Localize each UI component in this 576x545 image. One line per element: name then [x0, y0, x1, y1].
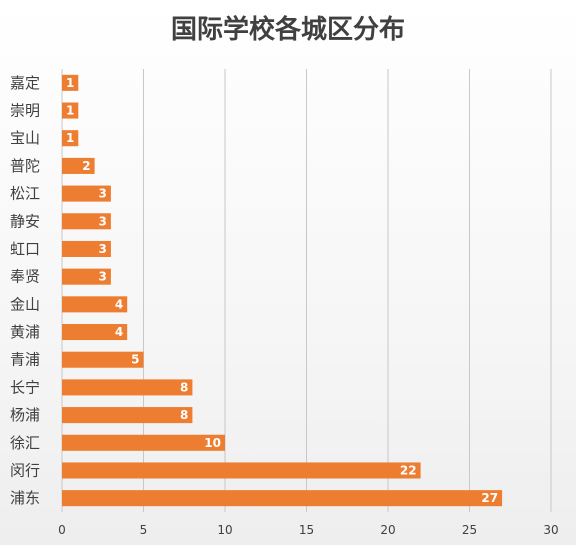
category-label: 杨浦 [10, 406, 40, 424]
category-label: 徐汇 [10, 434, 40, 452]
category-label: 松江 [10, 185, 40, 203]
bar [62, 324, 128, 341]
bar [62, 185, 111, 202]
x-tick-label: 25 [462, 523, 477, 537]
x-tick-label: 30 [543, 523, 558, 537]
data-label: 4 [115, 297, 123, 311]
data-label: 8 [180, 408, 188, 422]
data-label: 3 [99, 214, 107, 228]
bar [62, 379, 193, 396]
x-tick-label: 15 [299, 523, 314, 537]
bar [62, 351, 144, 368]
data-label: 1 [66, 104, 74, 118]
bar [62, 268, 111, 285]
bar [62, 240, 111, 257]
grid-lines [61, 69, 552, 512]
x-tick-label: 0 [58, 523, 66, 537]
bar [62, 407, 193, 424]
x-tick-label: 20 [380, 523, 395, 537]
data-label: 3 [99, 242, 107, 256]
data-label: 3 [99, 270, 107, 284]
x-tick-label: 10 [217, 523, 232, 537]
bar [62, 157, 95, 174]
category-label: 普陀 [10, 157, 40, 175]
bar [62, 434, 225, 451]
data-label: 1 [66, 131, 74, 145]
x-axis-ticks: 0 5 10 15 20 25 30 [58, 523, 558, 537]
category-label: 闵行 [10, 461, 40, 479]
data-label: 27 [481, 491, 498, 505]
data-label: 2 [82, 159, 90, 173]
bar [62, 296, 128, 313]
data-label: 4 [115, 325, 123, 339]
chart-title: 国际学校各城区分布 [171, 14, 405, 45]
data-label: 1 [66, 76, 74, 90]
data-label: 5 [131, 353, 139, 367]
bar [62, 130, 79, 147]
category-label: 虹口 [10, 240, 40, 258]
data-label: 22 [400, 463, 417, 477]
category-label: 奉贤 [10, 268, 40, 286]
category-label: 宝山 [10, 129, 40, 147]
data-label: 10 [204, 436, 221, 450]
category-label: 静安 [10, 212, 40, 230]
category-label: 浦东 [10, 489, 40, 507]
data-label: 3 [99, 187, 107, 201]
data-label: 8 [180, 380, 188, 394]
category-label: 金山 [10, 295, 40, 313]
bar [62, 490, 503, 507]
category-label: 黄浦 [10, 323, 40, 341]
category-label: 长宁 [10, 378, 40, 396]
x-tick-label: 5 [140, 523, 148, 537]
bar [62, 462, 421, 479]
category-label: 崇明 [10, 102, 40, 120]
category-label: 青浦 [10, 351, 40, 369]
bar [62, 213, 111, 230]
category-label: 嘉定 [10, 74, 40, 92]
bar [62, 74, 79, 91]
bar [62, 102, 79, 119]
